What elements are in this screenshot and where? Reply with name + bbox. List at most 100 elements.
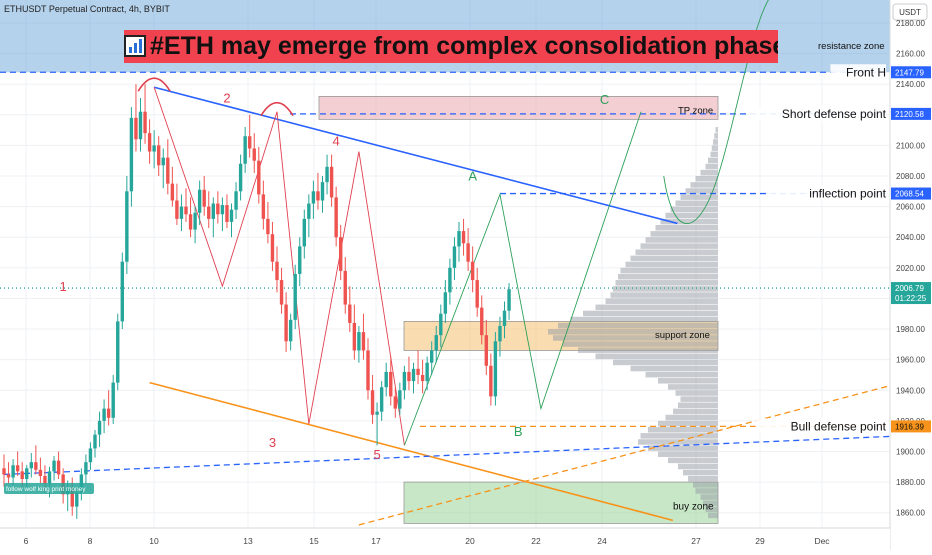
candle [179, 194, 184, 232]
candle-body [307, 203, 311, 219]
candle-body [34, 462, 38, 470]
candle [106, 390, 111, 426]
profile-bar [605, 298, 718, 304]
candle [329, 154, 334, 207]
candle [420, 359, 425, 394]
candle-body [407, 371, 411, 382]
candle-body [302, 218, 306, 247]
profile-bar [583, 310, 718, 317]
profile-bar [710, 151, 718, 158]
wave-label-C: C [600, 92, 609, 107]
candle [379, 381, 384, 421]
profile-bar [713, 139, 718, 145]
wave-zigzag-red [153, 87, 405, 446]
candle-body [138, 111, 143, 140]
profile-bar [630, 365, 718, 372]
candle-body [270, 234, 275, 262]
banner-text: #ETH may emerge from complex consolidati… [150, 32, 778, 60]
zone-label: TP zone [678, 105, 713, 116]
candle [266, 202, 270, 244]
candle [439, 304, 443, 348]
price-tag-value: 2006.79 [895, 284, 924, 293]
candle-body [420, 374, 425, 382]
candle-body [147, 133, 152, 152]
trend-line [149, 381, 674, 522]
candle [493, 332, 498, 406]
candle-body [448, 267, 452, 293]
profile-bar [620, 267, 718, 274]
candle [197, 180, 202, 225]
candle-body [116, 321, 120, 383]
candle-body [2, 468, 6, 475]
candle-body [334, 197, 338, 238]
candle [147, 119, 152, 164]
candle-body [125, 191, 129, 262]
candle-body [202, 189, 206, 207]
wave-label-5: 5 [373, 447, 380, 462]
wave-label-B: B [514, 424, 523, 439]
candle [411, 362, 416, 394]
profile-bar [680, 194, 718, 200]
candle-body [370, 390, 375, 415]
candle [216, 191, 220, 224]
candle [56, 451, 61, 480]
candle [15, 451, 20, 476]
candle [457, 221, 461, 262]
profile-bar [693, 482, 718, 488]
y-tick-label: 1940.00 [896, 386, 925, 395]
axis-bg [890, 0, 932, 550]
candle [175, 183, 179, 225]
candle [352, 304, 357, 360]
profile-bar [714, 133, 718, 139]
candle-body [25, 468, 29, 480]
candle [29, 453, 33, 478]
candle [220, 197, 225, 232]
price-axis[interactable]: USDT1860.001880.001900.001920.001940.001… [889, 0, 932, 550]
candle-body [225, 205, 229, 222]
candle [275, 246, 279, 293]
candle-body [106, 408, 111, 418]
candle-body [393, 396, 397, 409]
candle-body [266, 218, 270, 235]
candle [211, 197, 215, 238]
candle-body [320, 182, 325, 201]
candle-body [143, 111, 147, 134]
price-tag [891, 66, 931, 79]
candle-body [298, 246, 302, 274]
candle-body [197, 189, 202, 213]
zone-TP-zone [318, 96, 719, 120]
candle-body [243, 136, 247, 164]
candle-body [502, 310, 507, 326]
candle [2, 454, 6, 487]
candle-body [170, 183, 175, 201]
candle-body [430, 350, 434, 363]
candle [316, 172, 320, 210]
candle [370, 374, 375, 424]
candle-body [161, 157, 165, 166]
price-level-label: Front H [846, 65, 886, 79]
candle [170, 166, 175, 207]
profile-bar [570, 316, 718, 323]
candle-body [484, 335, 488, 366]
candle [389, 356, 393, 406]
profile-bar [688, 475, 718, 482]
candle-body [120, 261, 124, 322]
profile-bar [705, 506, 718, 513]
wave-label-4: 4 [333, 133, 340, 148]
candle-body [6, 474, 11, 478]
candle-body [111, 382, 115, 418]
candle [288, 313, 293, 351]
profile-bar [675, 390, 718, 396]
profile-bar [700, 494, 718, 500]
candle [357, 325, 361, 363]
profile-bar [595, 353, 718, 360]
time-axis[interactable]: 6 8 10 13 15 17 20 22 24 27 29 Dec [0, 527, 890, 550]
profile-bar [630, 255, 718, 262]
x-tick-label: 29 [755, 536, 765, 546]
profile-bar [675, 200, 718, 207]
candle [361, 313, 366, 360]
profile-bar [711, 145, 718, 151]
price-label-bg [830, 64, 886, 80]
